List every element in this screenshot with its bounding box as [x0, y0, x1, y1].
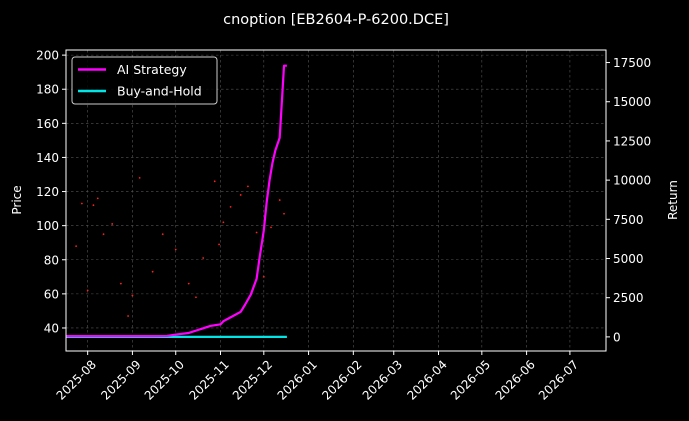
y-axis-left-label: Price: [10, 185, 24, 214]
chart-title: cnoption [EB2604-P-6200.DCE]: [223, 12, 449, 28]
price-point: [202, 257, 205, 259]
price-point: [222, 221, 225, 224]
y-left-tick-label: 120: [36, 185, 59, 199]
y-right-tick-label: 12500: [613, 134, 651, 148]
y-left-tick-label: 200: [36, 49, 59, 63]
price-point: [229, 205, 232, 208]
legend: AI Strategy Buy-and-Hold: [71, 56, 218, 105]
price-point: [161, 233, 164, 236]
y-left-tick-label: 140: [36, 151, 59, 165]
y-axis-left: 40 60 80 100 120 140 160 180 200: [36, 49, 66, 335]
price-point: [75, 245, 78, 248]
y-left-tick-label: 160: [36, 117, 59, 131]
price-point: [247, 185, 249, 188]
y-right-tick-label: 2500: [613, 291, 644, 305]
price-point: [111, 223, 114, 225]
y-left-tick-label: 100: [36, 219, 59, 233]
legend-label-ai-strategy: AI Strategy: [117, 62, 187, 77]
price-point: [255, 231, 258, 234]
price-point: [218, 243, 220, 246]
y-axis-right-label: Return: [666, 180, 680, 220]
y-left-tick-label: 80: [44, 253, 59, 267]
price-point: [239, 194, 242, 196]
price-point: [138, 177, 141, 179]
y-right-tick-label: 17500: [613, 56, 651, 70]
y-right-tick-label: 0: [613, 330, 621, 344]
y-left-tick-label: 40: [44, 321, 59, 335]
price-point: [278, 199, 281, 201]
plot-frame: [65, 49, 607, 352]
price-point: [102, 233, 105, 236]
price-point: [187, 282, 190, 285]
y-left-tick-label: 60: [44, 287, 59, 301]
y-axis-right: 0 2500 5000 7500 10000 12500 15000 17500: [606, 56, 651, 344]
y-right-tick-label: 10000: [613, 174, 651, 188]
price-point: [131, 294, 134, 297]
price-point: [270, 226, 272, 229]
price-point: [262, 275, 265, 278]
y-left-tick-label: 180: [36, 83, 59, 97]
price-point: [80, 202, 83, 205]
price-point: [195, 296, 197, 299]
y-right-tick-label: 15000: [613, 95, 651, 109]
price-point: [86, 289, 89, 292]
legend-box: [71, 56, 218, 105]
price-point: [92, 204, 95, 207]
ai-strategy-line: [66, 64, 287, 338]
y-right-tick-label: 5000: [613, 252, 644, 266]
price-point: [96, 197, 99, 200]
price-point: [213, 180, 216, 183]
price-point: [119, 282, 122, 285]
y-right-tick-label: 7500: [613, 213, 644, 227]
legend-label-buy-and-hold: Buy-and-Hold: [117, 84, 202, 99]
price-point: [151, 270, 154, 273]
price-point: [127, 315, 129, 317]
price-point: [174, 248, 177, 251]
series-layer: [66, 64, 287, 338]
price-point: [283, 212, 285, 215]
